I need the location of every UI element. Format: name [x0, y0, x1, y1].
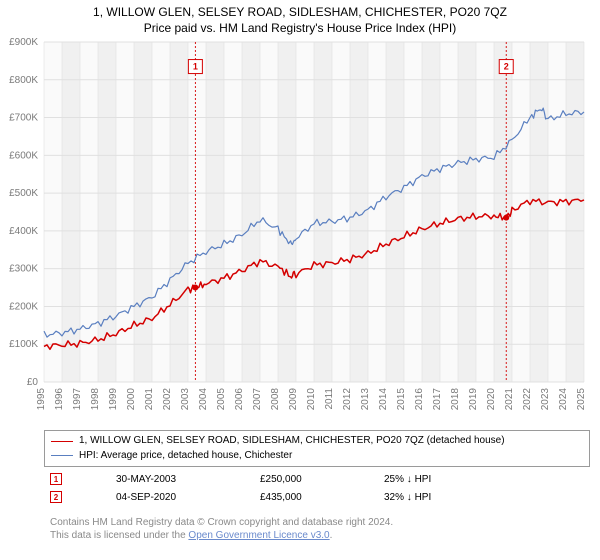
footer-licence-link[interactable]: Open Government Licence v3.0 — [188, 530, 329, 541]
svg-text:2001: 2001 — [144, 388, 155, 411]
svg-text:2015: 2015 — [396, 388, 407, 411]
legend-label-price-paid: 1, WILLOW GLEN, SELSEY ROAD, SIDLESHAM, … — [79, 434, 505, 449]
svg-text:2023: 2023 — [540, 388, 551, 411]
svg-text:£100K: £100K — [9, 339, 38, 350]
legend-box: 1, WILLOW GLEN, SELSEY ROAD, SIDLESHAM, … — [44, 430, 590, 467]
svg-text:2021: 2021 — [504, 388, 515, 411]
svg-text:£700K: £700K — [9, 113, 38, 124]
legend-row-1: 1, WILLOW GLEN, SELSEY ROAD, SIDLESHAM, … — [51, 434, 583, 449]
svg-text:2018: 2018 — [450, 388, 461, 411]
svg-text:2010: 2010 — [306, 388, 317, 411]
svg-text:2025: 2025 — [576, 388, 587, 411]
svg-text:2008: 2008 — [270, 388, 281, 411]
svg-text:2016: 2016 — [414, 388, 425, 411]
marker-price-1: £250,000 — [260, 474, 330, 485]
svg-text:2012: 2012 — [342, 388, 353, 411]
marker-date-1: 30-MAY-2003 — [116, 474, 206, 485]
chart-area: £0£100K£200K£300K£400K£500K£600K£700K£80… — [44, 42, 590, 424]
marker-badge-1: 1 — [50, 473, 62, 485]
svg-text:£600K: £600K — [9, 150, 38, 161]
svg-text:2: 2 — [504, 62, 509, 72]
svg-text:1998: 1998 — [90, 388, 101, 411]
title-line-1: 1, WILLOW GLEN, SELSEY ROAD, SIDLESHAM, … — [0, 4, 600, 20]
svg-text:£300K: £300K — [9, 264, 38, 275]
svg-text:2004: 2004 — [198, 388, 209, 411]
footer-block: Contains HM Land Registry data © Crown c… — [44, 516, 596, 542]
svg-text:1997: 1997 — [72, 388, 83, 411]
title-block: 1, WILLOW GLEN, SELSEY ROAD, SIDLESHAM, … — [0, 0, 600, 36]
title-line-2: Price paid vs. HM Land Registry's House … — [0, 20, 600, 36]
marker-date-2: 04-SEP-2020 — [116, 492, 206, 503]
svg-text:2022: 2022 — [522, 388, 533, 411]
legend-swatch-hpi — [51, 455, 73, 456]
marker-row-2: 2 04-SEP-2020 £435,000 32% ↓ HPI — [44, 488, 590, 506]
svg-text:1: 1 — [193, 62, 198, 72]
chart-container: 1, WILLOW GLEN, SELSEY ROAD, SIDLESHAM, … — [0, 0, 600, 560]
svg-text:2013: 2013 — [360, 388, 371, 411]
svg-text:2014: 2014 — [378, 388, 389, 411]
svg-text:2011: 2011 — [324, 388, 335, 410]
marker-pct-2: 32% ↓ HPI — [384, 492, 464, 503]
svg-text:2019: 2019 — [468, 388, 479, 411]
legend-row-2: HPI: Average price, detached house, Chic… — [51, 449, 583, 464]
svg-text:£200K: £200K — [9, 301, 38, 312]
svg-text:£400K: £400K — [9, 226, 38, 237]
svg-text:2024: 2024 — [558, 388, 569, 411]
marker-row-1: 1 30-MAY-2003 £250,000 25% ↓ HPI — [44, 470, 590, 488]
svg-text:£900K: £900K — [9, 37, 38, 48]
svg-text:1995: 1995 — [36, 388, 47, 411]
marker-badge-2: 2 — [50, 491, 62, 503]
chart-svg: £0£100K£200K£300K£400K£500K£600K£700K£80… — [44, 42, 590, 424]
marker-price-2: £435,000 — [260, 492, 330, 503]
svg-text:£0: £0 — [27, 377, 39, 388]
footer-line-1: Contains HM Land Registry data © Crown c… — [50, 516, 596, 529]
svg-text:2007: 2007 — [252, 388, 263, 411]
svg-text:£500K: £500K — [9, 188, 38, 199]
footer-line-2: This data is licensed under the Open Gov… — [50, 529, 596, 542]
svg-text:2009: 2009 — [288, 388, 299, 411]
legend-swatch-price-paid — [51, 441, 73, 442]
svg-text:2002: 2002 — [162, 388, 173, 411]
svg-text:1999: 1999 — [108, 388, 119, 411]
svg-text:2005: 2005 — [216, 388, 227, 411]
svg-text:2017: 2017 — [432, 388, 443, 411]
svg-text:2006: 2006 — [234, 388, 245, 411]
svg-text:£800K: £800K — [9, 75, 38, 86]
markers-block: 1 30-MAY-2003 £250,000 25% ↓ HPI 2 04-SE… — [44, 470, 590, 506]
svg-text:2000: 2000 — [126, 388, 137, 411]
marker-pct-1: 25% ↓ HPI — [384, 474, 464, 485]
legend-label-hpi: HPI: Average price, detached house, Chic… — [79, 449, 292, 464]
svg-text:1996: 1996 — [54, 388, 65, 411]
svg-text:2020: 2020 — [486, 388, 497, 411]
svg-text:2003: 2003 — [180, 388, 191, 411]
